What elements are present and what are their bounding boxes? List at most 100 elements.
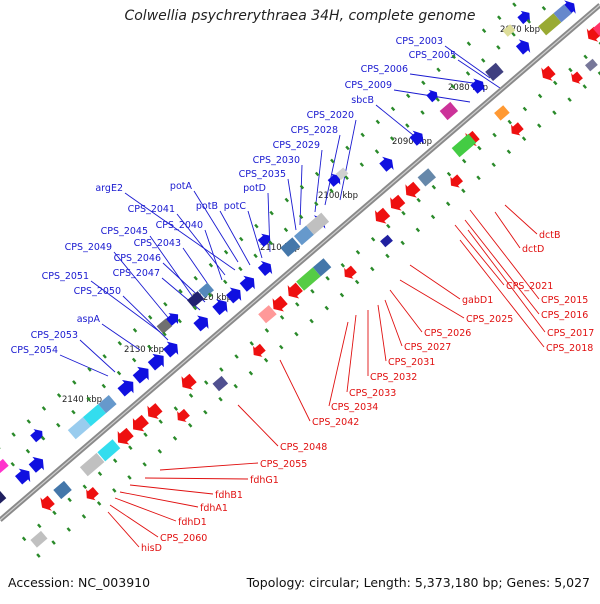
tick-mark [66, 527, 71, 532]
gene-label[interactable]: potD [243, 183, 266, 194]
gene-block [553, 4, 572, 23]
gene-block [258, 305, 277, 324]
gene-label[interactable]: fdhA1 [200, 503, 228, 514]
gene-label[interactable]: aspA [77, 314, 101, 325]
gene-label[interactable]: hisD [141, 543, 162, 554]
tick-mark [177, 318, 182, 324]
gene-label[interactable]: dctB [539, 230, 561, 241]
gene-label[interactable]: CPS_2041 [128, 204, 175, 215]
leader-line [339, 119, 357, 201]
gene-label[interactable]: CPS_2020 [307, 110, 354, 121]
gene-label[interactable]: CPS_2009 [345, 80, 392, 91]
gene-block [585, 58, 598, 72]
gene-label[interactable]: CPS_2035 [239, 169, 286, 180]
gene-block [502, 24, 516, 37]
gene-label[interactable]: CPS_2006 [361, 64, 408, 75]
gene-label[interactable]: CPS_2031 [388, 357, 435, 368]
gene-block [156, 318, 173, 334]
gene-label[interactable]: CPS_2055 [260, 459, 307, 470]
gene-label[interactable]: sbcB [351, 95, 374, 106]
gene-label[interactable]: CPS_2042 [312, 417, 359, 428]
gene-label[interactable]: CPS_2054 [11, 345, 58, 356]
gene-label[interactable]: CPS_2053 [31, 330, 78, 341]
tick-mark [309, 318, 314, 324]
gene-label[interactable]: CPS_2030 [253, 155, 300, 166]
reverse-gene-arrow [571, 71, 583, 84]
tick-mark [102, 354, 107, 359]
tick-mark [143, 432, 148, 437]
tick-mark [511, 32, 516, 37]
leader-line [287, 178, 297, 231]
gene-label[interactable]: CPS_2025 [466, 314, 513, 325]
gene-label[interactable]: CPS_2047 [113, 268, 160, 279]
tick-mark [553, 80, 558, 86]
forward-gene-arrow [147, 353, 164, 371]
gene-label[interactable]: dctD [522, 244, 544, 255]
tick-mark [385, 253, 390, 259]
gene-label[interactable]: CPS_2033 [349, 388, 396, 399]
gene-label[interactable]: CPS_2028 [291, 125, 338, 136]
gene-label[interactable]: CPS_2049 [65, 242, 112, 253]
tick-mark [325, 276, 330, 281]
gene-label[interactable]: CPS_2040 [156, 220, 203, 231]
leader-line [346, 314, 357, 393]
gene-block [212, 375, 229, 392]
gene-label[interactable]: CPS_2046 [114, 253, 161, 264]
gene-label[interactable]: fdhG1 [250, 475, 279, 486]
gene-label[interactable]: CPS_2043 [134, 238, 181, 249]
gene-label[interactable]: CPS_2051 [42, 271, 89, 282]
gene-label[interactable]: CPS_2050 [74, 286, 121, 297]
gene-label[interactable]: CPS_2027 [404, 342, 451, 353]
gene-label[interactable]: CPS_2026 [424, 328, 471, 339]
tick-mark [254, 223, 259, 229]
tick-mark [340, 263, 346, 268]
gene-label[interactable]: CPS_2018 [546, 343, 593, 354]
leader-line [444, 45, 491, 79]
gene-block [83, 404, 106, 427]
gene-label[interactable]: CPS_2003 [396, 36, 443, 47]
tick-mark [354, 279, 360, 285]
kbp-tick-label: 2080 kbp [448, 83, 488, 93]
gene-label[interactable]: potA [170, 181, 193, 192]
tick-mark [491, 162, 496, 168]
gene-label[interactable]: CPS_2015 [541, 295, 588, 306]
tick-mark [40, 435, 46, 441]
gene-block [485, 62, 504, 81]
leader-line [129, 484, 214, 495]
tick-mark [324, 305, 329, 311]
reverse-gene-arrow [375, 207, 391, 224]
gene-label[interactable]: CPS_2060 [160, 533, 207, 544]
tick-mark [445, 201, 451, 207]
gene-label[interactable]: CPS_2029 [273, 140, 320, 151]
tick-mark [450, 84, 456, 89]
tick-mark [476, 175, 481, 181]
tick-mark [87, 367, 92, 372]
forward-gene-arrow [257, 233, 271, 247]
gene-label[interactable]: CPS_2048 [280, 442, 327, 453]
tick-mark [401, 210, 406, 216]
gene-label[interactable]: CPS_2045 [101, 226, 148, 237]
gene-label[interactable]: CPS_2017 [547, 328, 594, 339]
gene-block [0, 490, 7, 504]
leader-line [124, 192, 236, 271]
kbp-tick-label: 2070 kbp [500, 25, 540, 35]
tick-mark [147, 344, 152, 350]
gene-label[interactable]: fdhB1 [215, 490, 243, 501]
forward-gene-arrow [163, 341, 179, 358]
tick-mark [436, 67, 441, 73]
gene-label[interactable]: argE2 [95, 183, 123, 194]
tick-mark [253, 253, 258, 259]
tick-mark [435, 97, 440, 102]
gene-label[interactable]: gabD1 [462, 295, 493, 306]
forward-gene-arrow [15, 468, 31, 485]
gene-label[interactable]: CPS_2034 [331, 402, 378, 413]
gene-label[interactable]: CPS_2005 [409, 50, 456, 61]
gene-label[interactable]: potB [196, 201, 218, 212]
gene-label[interactable]: CPS_2016 [541, 310, 588, 321]
gene-label[interactable]: potC [224, 201, 247, 212]
gene-label[interactable]: fdhD1 [178, 517, 207, 528]
gene-label[interactable]: CPS_2032 [370, 372, 417, 383]
tick-mark [431, 184, 437, 190]
tick-mark [142, 462, 147, 467]
